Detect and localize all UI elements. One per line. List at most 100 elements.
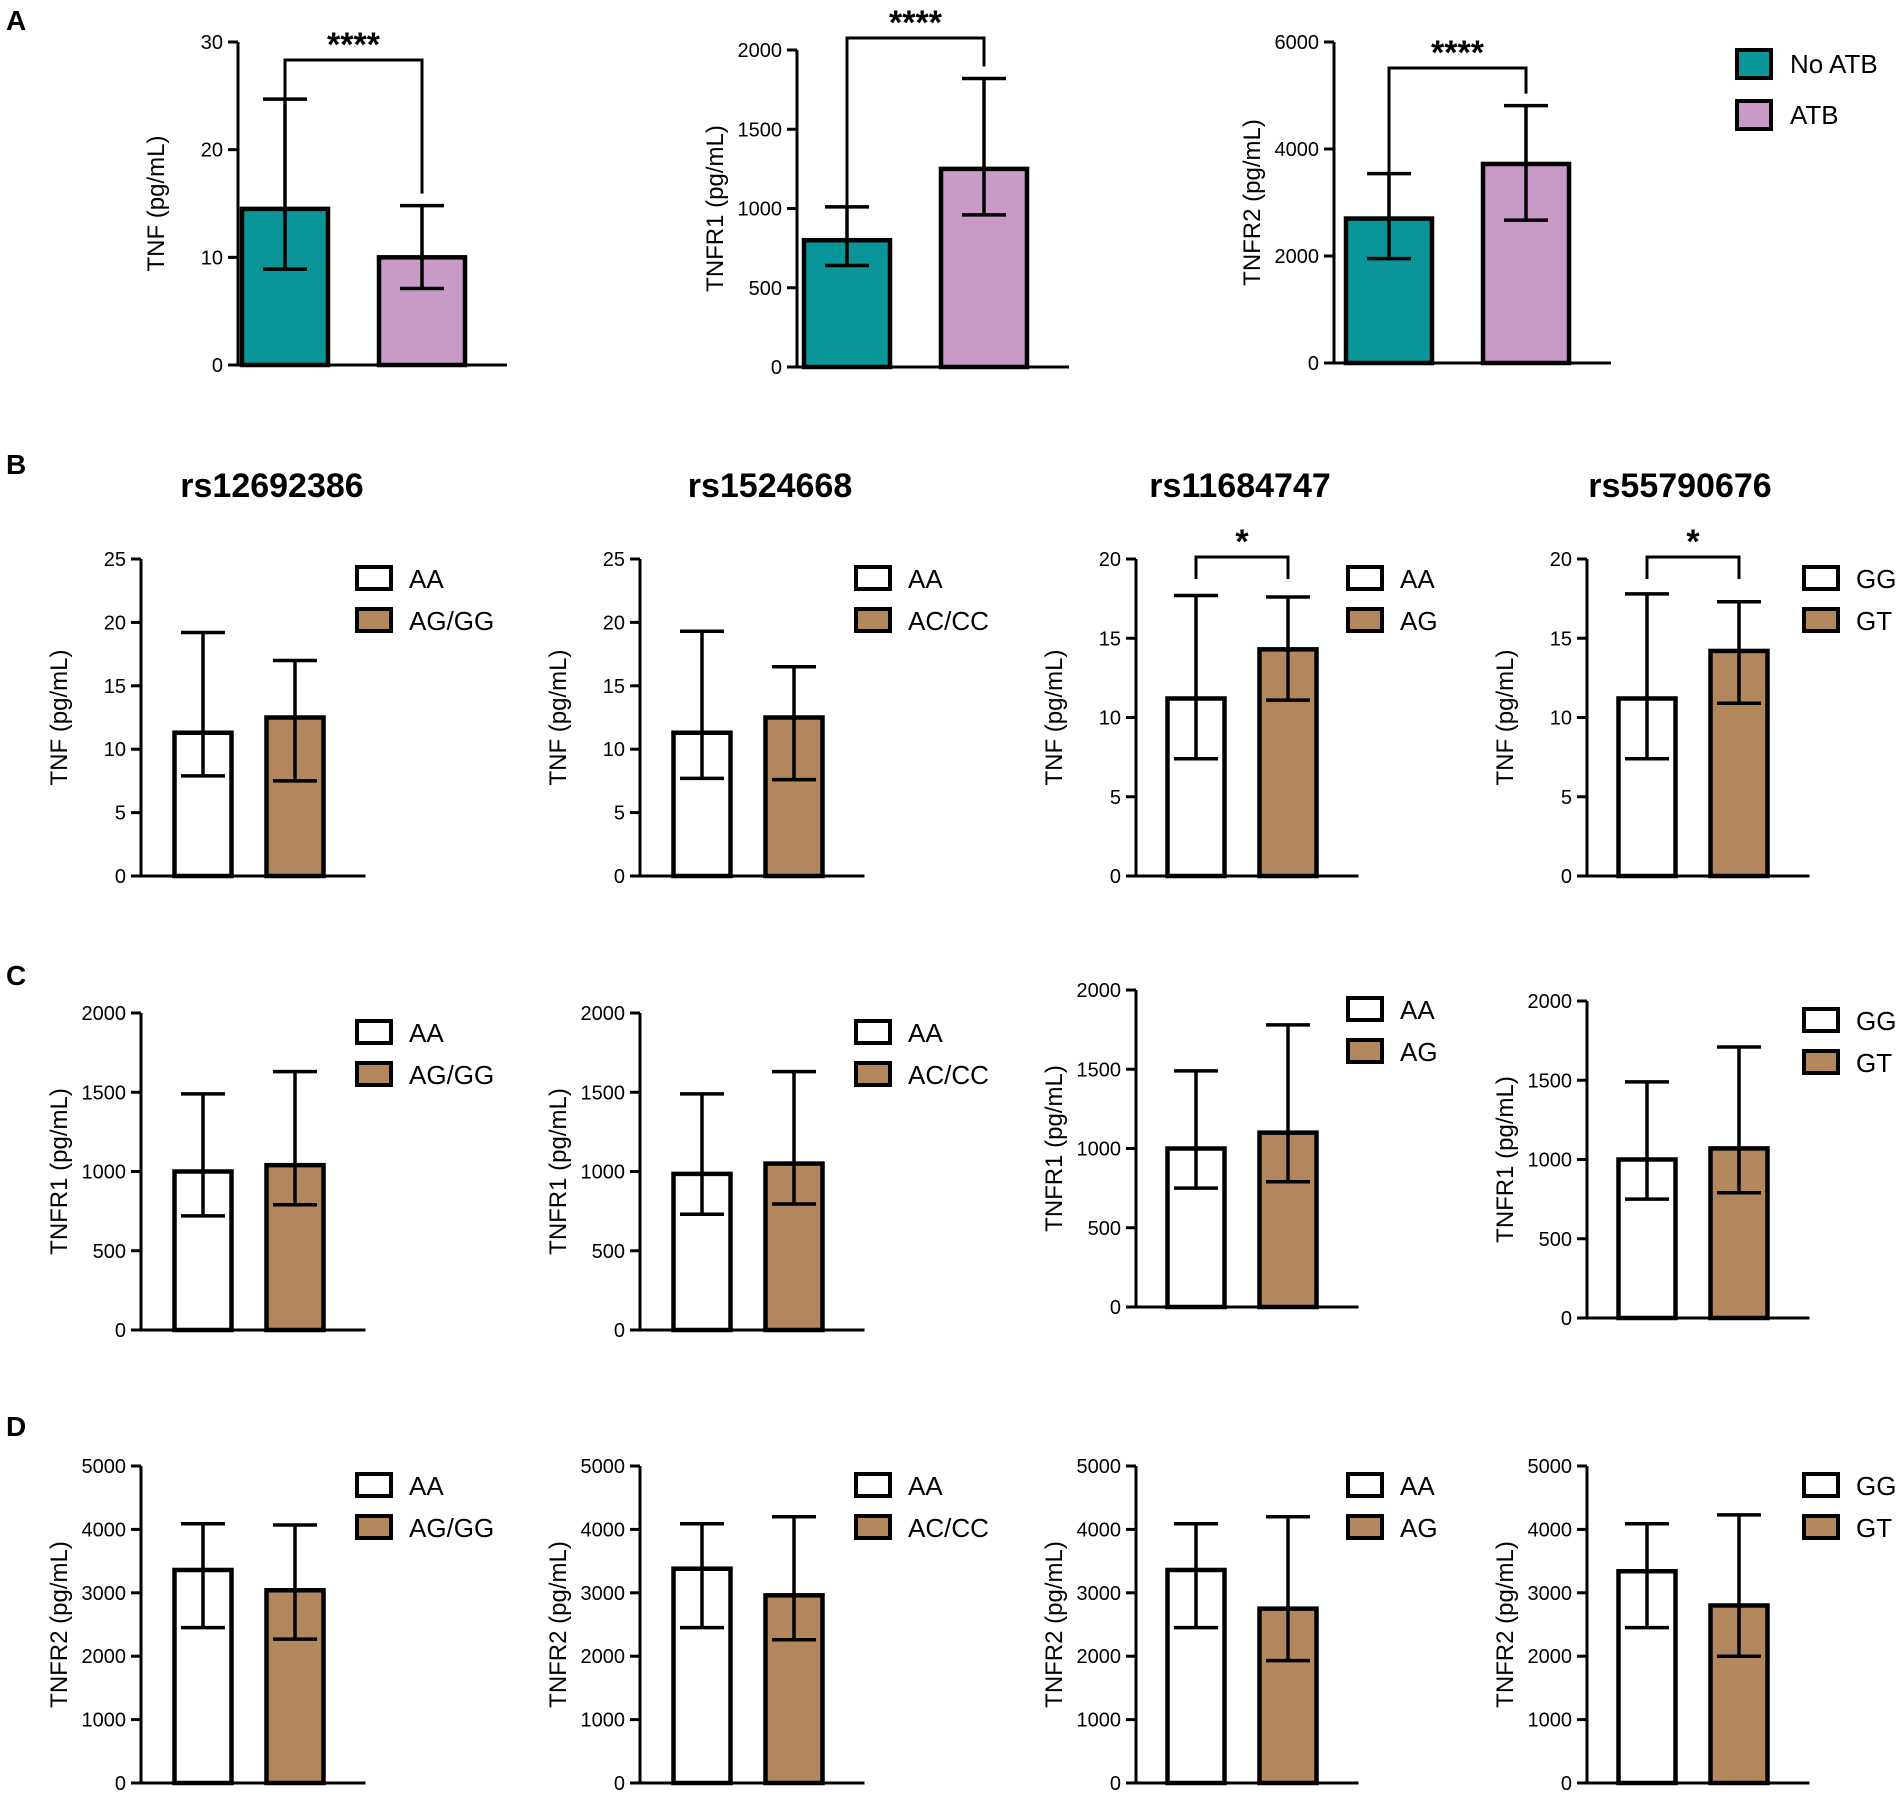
legend-label: AG/GG xyxy=(409,606,494,636)
y-tick-label: 1000 xyxy=(82,1710,127,1732)
chart-d-rs11684747-tnfr2: 0 1000 2000 3000 4000 5000 TNFR2 (pg/mL) AA AG xyxy=(1041,1456,1438,1795)
y-tick-label: 0 xyxy=(115,1773,126,1795)
y-tick-label: 6000 xyxy=(1275,32,1320,54)
panel-letter-b: B xyxy=(6,449,26,480)
y-tick-label: 25 xyxy=(104,549,126,571)
y-axis-label: TNFR2 (pg/mL) xyxy=(1041,1541,1068,1708)
y-tick-label: 0 xyxy=(614,1773,625,1795)
y-tick-label: 0 xyxy=(1561,866,1572,888)
legend-label: AG xyxy=(1400,1513,1438,1543)
legend-label-atb: ATB xyxy=(1790,100,1839,130)
y-tick-label: 5 xyxy=(614,803,625,825)
significance-label: * xyxy=(1235,523,1249,561)
panel-letter-a: A xyxy=(6,5,26,36)
chart-a-tnfr1: 0 500 1000 1500 2000 TNFR1 (pg/mL) **** xyxy=(702,4,1069,379)
y-tick-label: 0 xyxy=(212,355,223,377)
y-tick-label: 3000 xyxy=(1528,1583,1573,1605)
y-axis-label: TNF (pg/mL) xyxy=(1492,649,1519,785)
y-axis-label: TNFR2 (pg/mL) xyxy=(1492,1541,1519,1708)
y-tick-label: 2000 xyxy=(738,40,783,62)
y-tick-label: 5 xyxy=(1561,787,1572,809)
y-tick-label: 1500 xyxy=(1528,1070,1573,1092)
legend-label: GG xyxy=(1856,564,1896,594)
y-tick-label: 15 xyxy=(1099,628,1121,650)
legend-swatch xyxy=(1802,1049,1840,1075)
legend-label-no-atb: No ATB xyxy=(1790,49,1878,79)
y-tick-label: 0 xyxy=(1110,1773,1121,1795)
chart-b-rs11684747-tnf: 0 5 10 15 20 TNF (pg/mL) * AA AG xyxy=(1041,523,1438,888)
y-tick-label: 2000 xyxy=(581,1003,626,1025)
y-tick-label: 1500 xyxy=(82,1082,127,1104)
y-tick-label: 0 xyxy=(1561,1308,1572,1330)
y-tick-label: 5000 xyxy=(581,1456,626,1478)
y-tick-label: 500 xyxy=(592,1241,625,1263)
y-tick-label: 5 xyxy=(1110,787,1121,809)
chart-b-rs55790676-tnf: 0 5 10 15 20 TNF (pg/mL) * GG GT xyxy=(1492,523,1896,888)
significance-bracket xyxy=(1645,555,1741,579)
significance-label: **** xyxy=(889,4,943,42)
legend-swatch xyxy=(1346,996,1384,1022)
y-tick-label: 4000 xyxy=(581,1519,626,1541)
significance-bracket xyxy=(283,58,424,194)
y-tick-label: 2000 xyxy=(1528,1646,1573,1668)
y-axis-label: TNF (pg/mL) xyxy=(1041,649,1068,785)
y-tick-label: 1000 xyxy=(1077,1710,1122,1732)
legend-swatch xyxy=(355,1472,393,1498)
chart-b-rs12692386-tnf: 0 5 10 15 20 25 TNF (pg/mL) AA AG/GG xyxy=(46,549,494,888)
y-tick-label: 10 xyxy=(603,739,625,761)
bar-atb xyxy=(1480,161,1572,366)
y-tick-label: 1000 xyxy=(82,1162,127,1184)
y-tick-label: 2000 xyxy=(1077,980,1122,1002)
significance-bracket xyxy=(1387,66,1528,174)
chart-c-rs12692386-tnfr1: 0 500 1000 1500 2000 TNFR1 (pg/mL) AA AG/GG xyxy=(46,1003,494,1342)
y-tick-label: 0 xyxy=(1110,1297,1121,1319)
y-tick-label: 2000 xyxy=(1077,1646,1122,1668)
chart-c-rs11684747-tnfr1: 0 500 1000 1500 2000 TNFR1 (pg/mL) AA AG xyxy=(1041,980,1438,1319)
legend-label: AG xyxy=(1400,606,1438,636)
y-tick-label: 30 xyxy=(201,32,223,54)
y-tick-label: 5 xyxy=(115,803,126,825)
y-axis-label: TNFR1 (pg/mL) xyxy=(545,1088,572,1255)
y-axis-label: TNFR1 (pg/mL) xyxy=(1041,1065,1068,1232)
y-tick-label: 10 xyxy=(201,247,223,269)
y-tick-label: 500 xyxy=(93,1241,126,1263)
y-tick-label: 0 xyxy=(1308,353,1319,375)
y-tick-label: 15 xyxy=(104,676,126,698)
significance-bracket xyxy=(845,36,986,207)
y-axis-label: TNF (pg/mL) xyxy=(143,135,170,271)
legend-swatch xyxy=(1802,565,1840,591)
y-tick-label: 10 xyxy=(104,739,126,761)
legend-label: GT xyxy=(1856,1048,1892,1078)
y-tick-label: 4000 xyxy=(1275,139,1320,161)
y-tick-label: 3000 xyxy=(82,1583,127,1605)
y-tick-label: 4000 xyxy=(82,1519,127,1541)
y-tick-label: 1500 xyxy=(1077,1059,1122,1081)
legend-swatch xyxy=(1802,607,1840,633)
y-tick-label: 2000 xyxy=(1275,246,1320,268)
snp-title-rs12692386: rs12692386 xyxy=(180,467,363,505)
y-tick-label: 0 xyxy=(771,357,782,379)
y-axis-label: TNF (pg/mL) xyxy=(545,649,572,785)
legend-label: AA xyxy=(908,1018,943,1048)
legend-swatch xyxy=(1802,1514,1840,1540)
y-tick-label: 15 xyxy=(1550,628,1572,650)
y-tick-label: 20 xyxy=(201,140,223,162)
legend-label: AC/CC xyxy=(908,606,989,636)
legend-swatch xyxy=(854,1019,892,1045)
legend-swatch xyxy=(355,1514,393,1540)
y-tick-label: 5000 xyxy=(82,1456,127,1478)
y-tick-label: 1000 xyxy=(1528,1150,1573,1172)
y-tick-label: 25 xyxy=(603,549,625,571)
y-tick-label: 1000 xyxy=(581,1162,626,1184)
y-axis-label: TNFR1 (pg/mL) xyxy=(46,1088,73,1255)
y-tick-label: 500 xyxy=(1088,1218,1121,1240)
significance-label: * xyxy=(1686,523,1700,561)
y-axis-label: TNFR2 (pg/mL) xyxy=(545,1541,572,1708)
legend-atb-status: No ATB ATB xyxy=(1735,48,1878,131)
y-tick-label: 2000 xyxy=(82,1003,127,1025)
y-tick-label: 1500 xyxy=(738,119,783,141)
legend-swatch xyxy=(854,1514,892,1540)
legend-label: AA xyxy=(1400,564,1435,594)
legend-label: AG/GG xyxy=(409,1513,494,1543)
